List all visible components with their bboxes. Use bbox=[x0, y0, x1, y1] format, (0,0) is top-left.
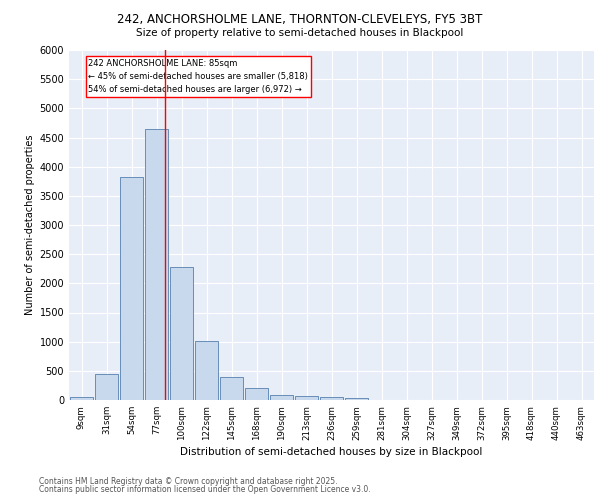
Text: 242, ANCHORSHOLME LANE, THORNTON-CLEVELEYS, FY5 3BT: 242, ANCHORSHOLME LANE, THORNTON-CLEVELE… bbox=[118, 12, 482, 26]
Bar bbox=[220, 376, 243, 400]
X-axis label: Distribution of semi-detached houses by size in Blackpool: Distribution of semi-detached houses by … bbox=[181, 446, 482, 456]
Bar bbox=[270, 395, 293, 400]
Text: Contains HM Land Registry data © Crown copyright and database right 2025.: Contains HM Land Registry data © Crown c… bbox=[39, 477, 337, 486]
Bar bbox=[120, 177, 143, 400]
Bar bbox=[345, 398, 368, 400]
Text: Contains public sector information licensed under the Open Government Licence v3: Contains public sector information licen… bbox=[39, 485, 371, 494]
Bar bbox=[320, 397, 343, 400]
Y-axis label: Number of semi-detached properties: Number of semi-detached properties bbox=[25, 134, 35, 316]
Text: Size of property relative to semi-detached houses in Blackpool: Size of property relative to semi-detach… bbox=[136, 28, 464, 38]
Bar bbox=[295, 396, 318, 400]
Bar bbox=[95, 374, 118, 400]
Bar bbox=[70, 397, 93, 400]
Bar bbox=[145, 129, 168, 400]
Bar bbox=[195, 341, 218, 400]
Bar bbox=[170, 267, 193, 400]
Bar bbox=[245, 388, 268, 400]
Text: 242 ANCHORSHOLME LANE: 85sqm
← 45% of semi-detached houses are smaller (5,818)
5: 242 ANCHORSHOLME LANE: 85sqm ← 45% of se… bbox=[89, 59, 308, 94]
